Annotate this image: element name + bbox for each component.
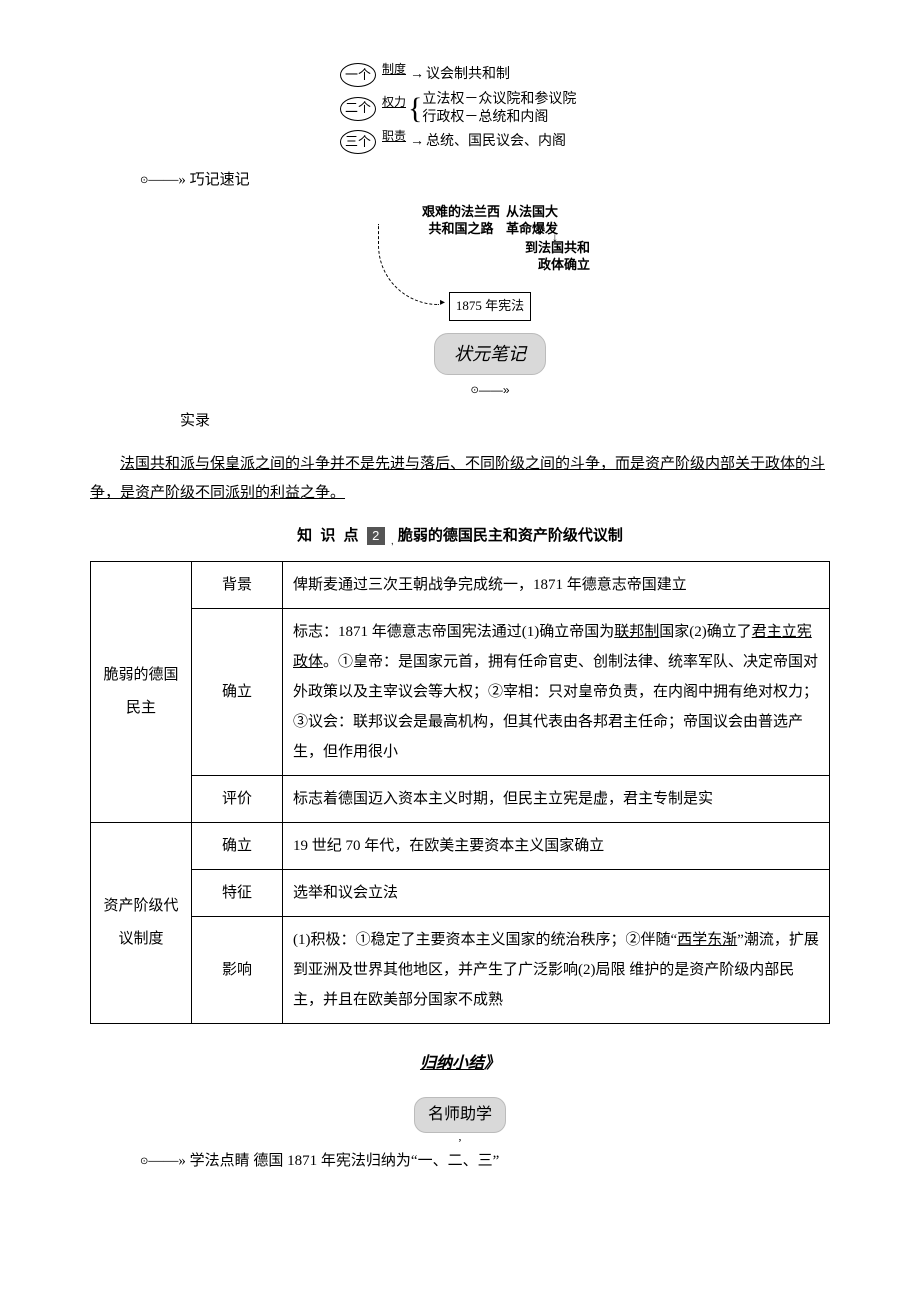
line-icon: ——	[148, 166, 178, 195]
diagram-text: 立法权－众议院和参议院	[422, 91, 576, 109]
small-label: 制度	[382, 58, 406, 81]
knowledge-point-title: 知 识 点 2 , 脆弱的德国民主和资产阶级代议制	[90, 522, 830, 551]
table-cell: 背景	[192, 561, 283, 608]
table-cell: (1)积极：①稳定了主要资本主义国家的统治秩序；②伴随“西学东渐”潮流，扩展到亚…	[283, 916, 830, 1023]
study-lead: 学法点睛	[190, 1153, 250, 1169]
marker-line: ⊙——»	[350, 379, 630, 402]
small-label: 权力	[382, 91, 406, 114]
table-cell: 脆弱的德国民主	[91, 561, 192, 822]
diagram-text: 艰难的法兰西	[422, 204, 500, 221]
brace-icon: {	[408, 101, 422, 116]
stack: 立法权－众议院和参议院 行政权－总统和内阁	[422, 91, 576, 127]
diagram-text: 议会制共和制	[426, 62, 510, 89]
cell-text: 国家(2)确立了	[659, 624, 752, 640]
top-notes-badge: 状元笔记	[434, 333, 546, 375]
cell-text: 。①皇帝：是国家元首，拥有任命官吏、创制法律、统率军队、决定帝国对外政策以及主宰…	[293, 654, 818, 760]
table-cell: 确立	[192, 608, 283, 775]
table-cell: 资产阶级代议制度	[91, 822, 192, 1023]
content-table: 脆弱的德国民主 背景 俾斯麦通过三次王朝战争完成统一，1871 年德意志帝国建立…	[90, 561, 830, 1024]
chevron-icon: 》	[484, 1055, 500, 1072]
diagram-text: 从法国大	[506, 204, 558, 221]
title-subtitle: 脆弱的德国民主和资产阶级代议制	[398, 527, 623, 544]
arrow-icon	[408, 129, 426, 156]
line-icon: ——	[148, 1153, 178, 1169]
underlined-term: 联邦制	[614, 624, 659, 640]
cell-text: 脆弱的德国民主	[101, 659, 181, 725]
circle-label: 一个	[340, 63, 376, 87]
cell-text: (1)积极：①稳定了主要资本主义国家的统治秩序；②伴随“	[293, 932, 677, 948]
table-row: 评价 标志着德国迈入资本主义时期，但民主立宪是虚，君主专制是实	[91, 775, 830, 822]
underlined-paragraph: 法国共和派与保皇派之间的斗争并不是先进与落后、不同阶级之间的斗争，而是资产阶级内…	[90, 450, 830, 507]
diagram-one-two-three: 一个 制度 议会制共和制 二个 权力 { 立法权－众议院和参议院 行政权－总统和…	[340, 62, 830, 156]
title-keyword: 知 识 点	[297, 527, 360, 544]
diagram-text: 总统、国民议会、内阁	[426, 129, 566, 156]
arrow-icon: »	[178, 1153, 186, 1169]
record-label: 实录	[180, 407, 830, 436]
diagram-row: 三个 职责 总统、国民议会、内阁	[340, 129, 830, 156]
cell-text: 资产阶级代议制度	[101, 890, 181, 956]
table-row: 确立 标志：1871 年德意志帝国宪法通过(1)确立帝国为联邦制国家(2)确立了…	[91, 608, 830, 775]
table-cell: 标志着德国迈入资本主义时期，但民主立宪是虚，君主专制是实	[283, 775, 830, 822]
summary-text: 归纳小结	[420, 1055, 484, 1072]
diagram-france-path: 艰难的法兰西 共和国之路 从法国大 革命爆发 ↓ 到法国共和 政体确立 1875…	[350, 204, 630, 401]
line-icon: ——	[479, 383, 503, 397]
table-cell: 确立	[192, 822, 283, 869]
diagram-row: 一个 制度 议会制共和制	[340, 62, 830, 89]
summary-heading: 归纳小结》	[90, 1049, 830, 1079]
study-method-line: ⊙——» 学法点睛 德国 1871 年宪法归纳为“一、二、三”	[140, 1147, 830, 1176]
table-cell: 标志：1871 年德意志帝国宪法通过(1)确立帝国为联邦制国家(2)确立了君主立…	[283, 608, 830, 775]
table-cell: 评价	[192, 775, 283, 822]
title-number-badge: 2	[367, 527, 385, 545]
law-box: 1875 年宪法	[449, 292, 531, 321]
arrow-icon: »	[178, 166, 186, 195]
mnemonic-label: 巧记速记	[190, 172, 250, 188]
underlined-term: 西学东渐	[677, 932, 737, 948]
table-row: 资产阶级代议制度 确立 19 世纪 70 年代，在欧美主要资本主义国家确立	[91, 822, 830, 869]
teacher-help-badge: 名师助学	[414, 1097, 506, 1133]
diagram-node: 从法国大 革命爆发	[506, 204, 558, 238]
arrow-down-icon: ↓	[552, 226, 558, 249]
small-label: 职责	[382, 125, 406, 148]
diagram-text: 行政权－总统和内阁	[422, 109, 576, 127]
cell-text: 标志：1871 年德意志帝国宪法通过(1)确立帝国为	[293, 624, 614, 640]
arrow-icon: »	[503, 383, 510, 397]
table-cell: 影响	[192, 916, 283, 1023]
table-cell: 俾斯麦通过三次王朝战争完成统一，1871 年德意志帝国建立	[283, 561, 830, 608]
diagram-row: 二个 权力 { 立法权－众议院和参议院 行政权－总统和内阁	[340, 91, 830, 127]
comma-icon: ,	[90, 1133, 830, 1140]
table-row: 特征 选举和议会立法	[91, 869, 830, 916]
circle-label: 二个	[340, 97, 376, 121]
study-text: 德国 1871 年宪法归纳为“一、二、三”	[250, 1153, 500, 1169]
arrow-icon	[408, 62, 426, 89]
table-cell: 特征	[192, 869, 283, 916]
table-row: 影响 (1)积极：①稳定了主要资本主义国家的统治秩序；②伴随“西学东渐”潮流，扩…	[91, 916, 830, 1023]
comma-icon: ,	[391, 536, 394, 547]
table-cell: 选举和议会立法	[283, 869, 830, 916]
circle-label: 三个	[340, 130, 376, 154]
table-cell: 19 世纪 70 年代，在欧美主要资本主义国家确立	[283, 822, 830, 869]
dot-icon: ⊙	[470, 381, 478, 400]
diagram-text: 革命爆发	[506, 221, 558, 238]
mnemonic-marker-line: ⊙——» 巧记速记	[140, 166, 830, 195]
table-row: 脆弱的德国民主 背景 俾斯麦通过三次王朝战争完成统一，1871 年德意志帝国建立	[91, 561, 830, 608]
